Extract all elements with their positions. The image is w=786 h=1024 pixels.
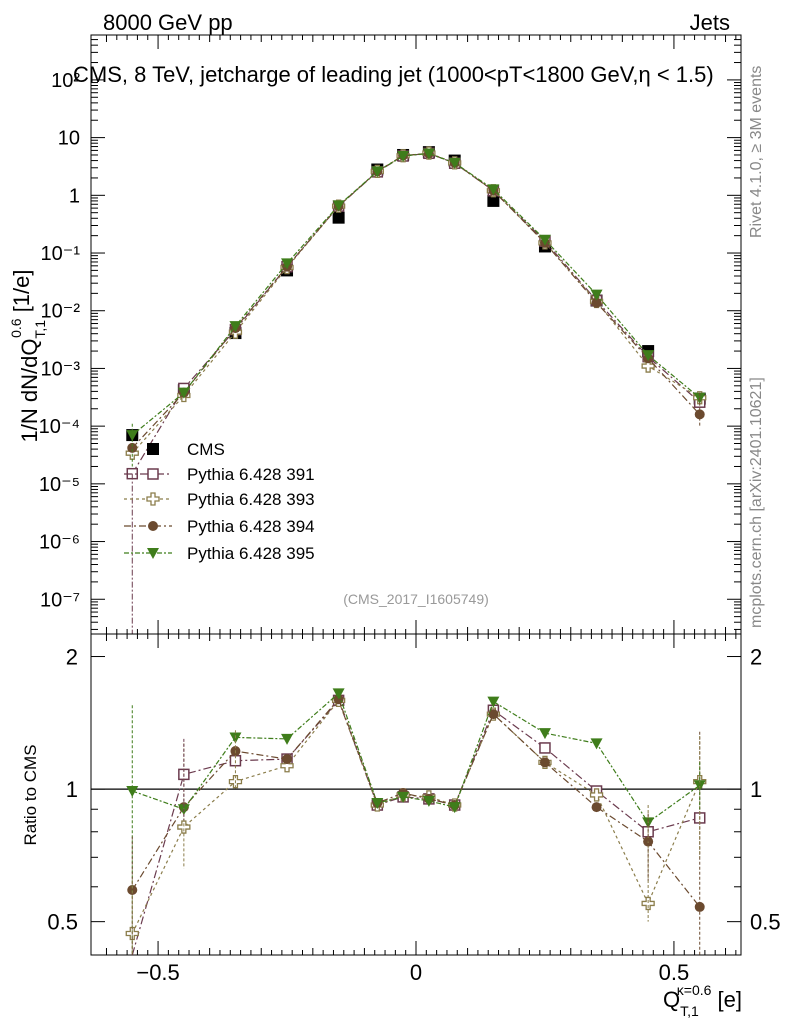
legend-marker-p395 bbox=[147, 548, 159, 559]
main-panel: 10⁻⁷ 10⁻⁶ 10⁻⁵ 10⁻⁴ 10⁻³ 10⁻² 10⁻¹ 1 10 10² bbox=[39, 34, 742, 635]
legend-marker-p394 bbox=[148, 521, 158, 531]
ratio-y-tick-label: 0.5 bbox=[47, 910, 78, 935]
data-point-p395 bbox=[332, 688, 345, 700]
y-tick-label: 10² bbox=[51, 70, 80, 92]
data-point-p394 bbox=[127, 442, 138, 453]
data-point-p395 bbox=[693, 780, 706, 792]
y-tick-label: 10⁻⁵ bbox=[39, 474, 80, 496]
legend-label-p393: Pythia 6.428 393 bbox=[187, 490, 315, 509]
ratio-panel: −0.5 0 0.5 0.5 0.5 1 1 2 2 bbox=[47, 633, 781, 985]
data-point-p394 bbox=[127, 885, 138, 896]
legend-label-p394: Pythia 6.428 394 bbox=[187, 517, 315, 536]
collision-label: 8000 GeV pp bbox=[103, 10, 233, 35]
x-tick-label: 0.5 bbox=[659, 960, 690, 985]
data-point-cms bbox=[332, 211, 345, 224]
y-tick-label: 10⁻³ bbox=[41, 358, 81, 380]
series-line-p394 bbox=[131, 152, 701, 449]
data-point-p395 bbox=[371, 797, 384, 809]
data-point-p395 bbox=[281, 258, 294, 270]
data-point-p395 bbox=[397, 151, 410, 163]
data-point-p395 bbox=[538, 728, 551, 740]
data-point-p393 bbox=[589, 788, 604, 802]
ratio-y-axis-label: Ratio to CMS bbox=[21, 744, 40, 845]
data-point-p391 bbox=[539, 742, 551, 754]
data-point-p395 bbox=[538, 234, 551, 246]
y-tick-label: 10⁻⁴ bbox=[39, 416, 80, 438]
legend-label-p391: Pythia 6.428 391 bbox=[187, 465, 315, 484]
legend-label-cms: CMS bbox=[187, 440, 225, 459]
y-tick-label: 10⁻¹ bbox=[41, 243, 81, 265]
ratio-y-tick-label-right: 2 bbox=[750, 645, 762, 670]
ratio-y-tick-label: 2 bbox=[66, 645, 78, 670]
data-point-p393 bbox=[641, 359, 655, 373]
x-axis-label: QT,1κ=0.6 [e] bbox=[663, 982, 742, 1019]
legend: CMS Pythia 6.428 391 Pythia 6.428 393 Pythi… bbox=[124, 440, 315, 563]
data-point-p395 bbox=[371, 166, 384, 178]
data-point-p395 bbox=[229, 321, 242, 333]
rivet-version-label: Rivet 4.1.0, ≥ 3M events bbox=[748, 66, 765, 238]
series-line-p391 bbox=[131, 152, 701, 475]
data-point-p393 bbox=[177, 820, 191, 834]
data-point-p395 bbox=[590, 738, 603, 750]
ratio-frame bbox=[90, 633, 742, 956]
data-point-p395 bbox=[448, 157, 461, 169]
data-point-p395 bbox=[177, 387, 190, 399]
series-line-p395 bbox=[132, 692, 701, 824]
y-tick-label: 10⁻² bbox=[41, 301, 81, 323]
y-tick-label: 10⁻⁷ bbox=[40, 589, 80, 611]
plot-title: CMS, 8 TeV, jetcharge of leading jet (10… bbox=[73, 62, 714, 87]
series-line-p393 bbox=[131, 699, 701, 934]
data-point-p395 bbox=[422, 795, 435, 807]
data-point-p395 bbox=[281, 733, 294, 745]
data-point-p395 bbox=[642, 350, 655, 362]
data-point-p395 bbox=[487, 184, 500, 196]
y-tick-label: 1 bbox=[69, 185, 80, 207]
y-tick-label: 10⁻⁶ bbox=[39, 532, 80, 554]
series-line-p394 bbox=[131, 698, 701, 908]
y-tick-label: 10 bbox=[58, 128, 80, 150]
series-line-p393 bbox=[131, 152, 701, 454]
ratio-y-tick-label: 1 bbox=[66, 777, 78, 802]
mcplots-reference-label: mcplots.cern.ch [arXiv:2401.10621] bbox=[748, 377, 765, 628]
legend-marker-cms bbox=[147, 443, 159, 455]
legend-label-p395: Pythia 6.428 395 bbox=[187, 544, 315, 563]
data-point-p395 bbox=[332, 200, 345, 212]
data-point-p394 bbox=[282, 754, 293, 765]
data-point-p395 bbox=[448, 802, 461, 814]
data-point-p394 bbox=[539, 757, 550, 768]
series-line-p391 bbox=[131, 699, 700, 956]
data-point-p395 bbox=[397, 791, 410, 803]
data-point-p395 bbox=[422, 148, 435, 160]
series-line-p395 bbox=[131, 152, 701, 436]
data-point-p393 bbox=[641, 896, 655, 911]
process-label: Jets bbox=[690, 10, 730, 35]
data-point-p393 bbox=[280, 759, 294, 773]
data-point-p394 bbox=[591, 802, 602, 813]
ratio-y-tick-label-right: 0.5 bbox=[750, 910, 781, 935]
data-point-p394 bbox=[591, 297, 602, 308]
x-tick-label: −0.5 bbox=[136, 960, 179, 985]
data-point-p394 bbox=[488, 709, 499, 720]
data-point-cms bbox=[487, 194, 500, 207]
analysis-id-label: (CMS_2017_I1605749) bbox=[343, 591, 489, 607]
ratio-y-tick-label-right: 1 bbox=[750, 777, 762, 802]
legend-marker-p391 bbox=[147, 468, 159, 480]
x-tick-label: 0 bbox=[410, 960, 422, 985]
data-point-p395 bbox=[590, 289, 603, 301]
data-point-p395 bbox=[487, 696, 500, 708]
legend-marker-p393 bbox=[146, 492, 160, 506]
